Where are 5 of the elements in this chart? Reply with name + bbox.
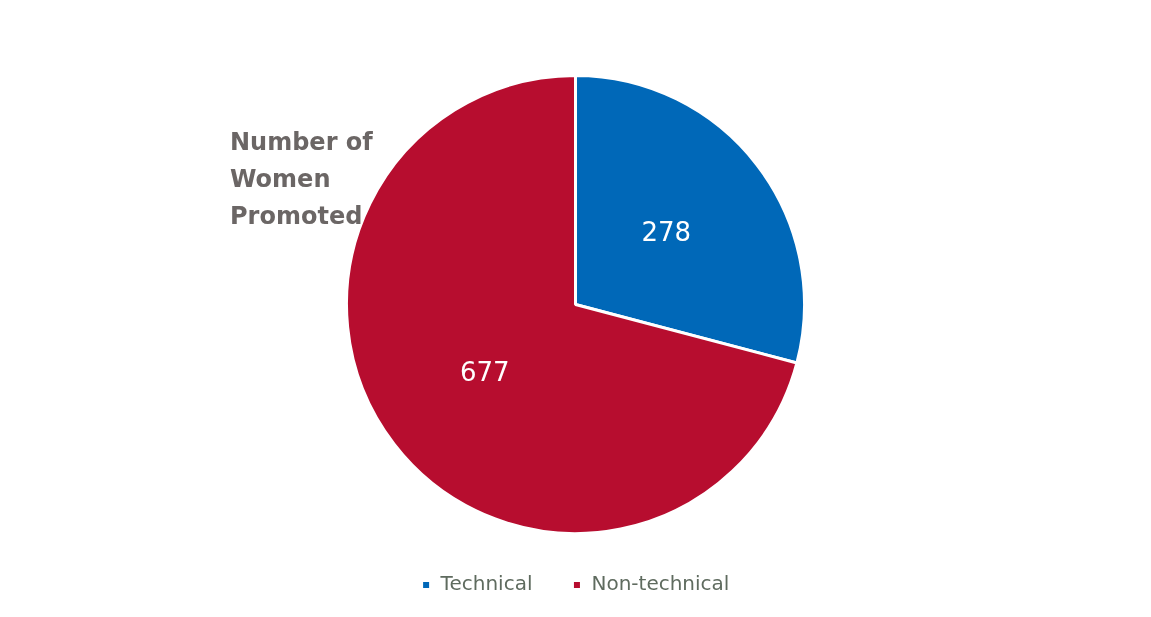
data-label: 278 <box>641 217 692 248</box>
data-label: 677 <box>459 357 510 388</box>
legend-label: Technical <box>439 571 533 596</box>
text: Number of Women Promoted <box>230 127 374 232</box>
legend-label: Non-technical <box>591 571 730 596</box>
